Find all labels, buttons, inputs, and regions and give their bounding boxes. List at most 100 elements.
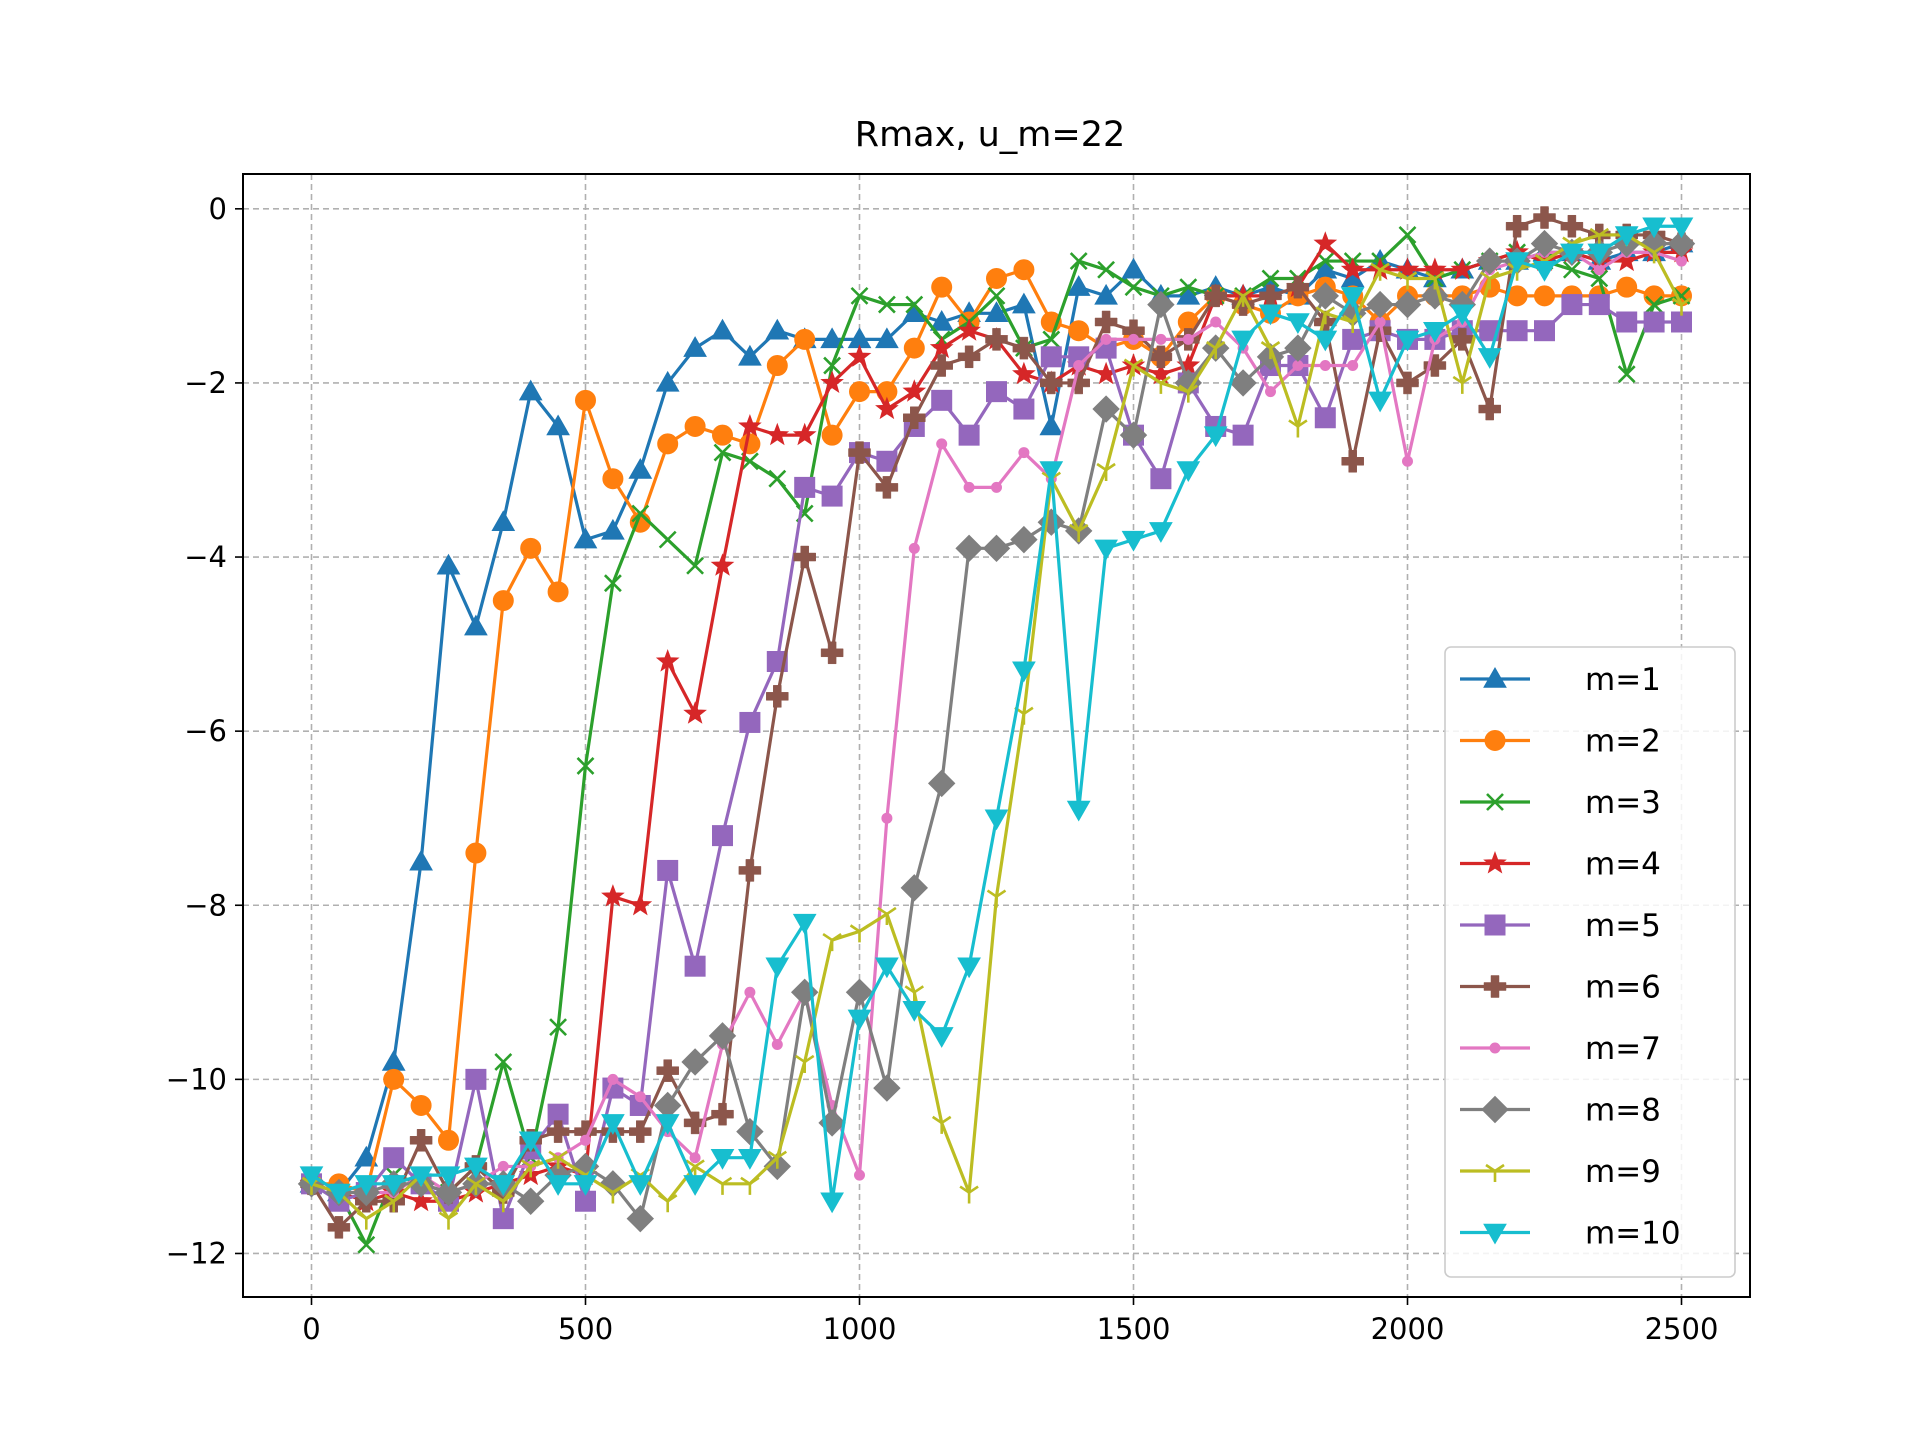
- data-point: [738, 344, 762, 366]
- data-point: [1393, 290, 1422, 319]
- data-point: [963, 481, 975, 493]
- data-point: [383, 1194, 404, 1213]
- data-point: [1260, 341, 1281, 360]
- data-point: [1642, 217, 1666, 239]
- data-point: [1560, 243, 1584, 265]
- data-point: [1643, 311, 1665, 333]
- x-tick-label: 2000: [1371, 1312, 1445, 1346]
- data-point: [655, 1114, 680, 1135]
- data-point: [849, 381, 870, 403]
- data-point: [1587, 243, 1612, 265]
- legend-marker: [1486, 793, 1504, 811]
- data-point: [1314, 407, 1336, 429]
- data-point: [1340, 257, 1365, 280]
- legend-item-m-10: m=10: [1460, 1216, 1681, 1252]
- legend: m=1 m=2 m=3 m=4 m=5 m=6 m=7 m=8 m=9 m=10: [1444, 646, 1736, 1278]
- data-point: [986, 381, 1007, 403]
- data-point: [768, 469, 787, 488]
- data-point: [740, 1176, 760, 1195]
- data-point: [1155, 333, 1167, 345]
- data-point: [1452, 375, 1473, 394]
- data-point: [1311, 282, 1340, 310]
- data-point: [491, 510, 516, 531]
- data-point: [658, 530, 677, 549]
- data-point: [1614, 226, 1639, 247]
- data-point: [631, 504, 650, 523]
- data-point: [1562, 260, 1581, 279]
- data-point: [655, 370, 680, 392]
- data-point: [657, 433, 679, 455]
- data-point: [765, 422, 790, 446]
- data-point: [794, 328, 816, 350]
- data-point: [903, 337, 925, 359]
- data-point: [931, 276, 953, 298]
- data-point: [438, 1211, 459, 1230]
- data-point: [875, 476, 899, 499]
- data-point: [354, 1145, 379, 1167]
- data-point: [327, 1216, 351, 1239]
- data-point: [984, 809, 1009, 831]
- data-point: [1616, 311, 1638, 333]
- data-point: [1347, 360, 1359, 372]
- legend-item-m-7: m=7: [1460, 1031, 1661, 1067]
- data-point: [1395, 257, 1420, 280]
- legend-item-m-2: m=2: [1460, 724, 1661, 760]
- x-tick-label: 1500: [1097, 1312, 1171, 1346]
- data-point: [712, 825, 733, 847]
- data-point: [1560, 214, 1584, 238]
- data-point: [1097, 260, 1116, 279]
- data-point: [929, 335, 954, 359]
- data-point: [465, 842, 487, 864]
- data-point: [848, 441, 871, 464]
- data-point: [1128, 333, 1139, 345]
- data-point: [1423, 257, 1447, 280]
- y-tick-label: 0: [209, 192, 227, 226]
- data-point: [873, 1074, 901, 1102]
- data-point: [683, 336, 707, 357]
- data-point: [712, 424, 733, 446]
- data-point: [1617, 365, 1636, 384]
- data-point: [765, 318, 790, 340]
- data-point: [601, 1114, 625, 1135]
- data-point: [1012, 292, 1036, 314]
- data-point: [1450, 304, 1475, 326]
- data-point: [793, 545, 816, 569]
- data-point: [854, 1169, 865, 1181]
- data-point: [1018, 447, 1030, 459]
- data-point: [1039, 461, 1064, 482]
- data-point: [822, 932, 842, 952]
- data-point: [1147, 290, 1175, 319]
- data-point: [580, 1134, 591, 1146]
- data-point: [434, 1178, 463, 1207]
- data-point: [409, 849, 433, 871]
- data-point: [1450, 257, 1475, 280]
- data-point: [1013, 259, 1035, 281]
- data-point: [1012, 661, 1036, 683]
- data-point: [1288, 419, 1308, 438]
- data-point: [902, 1000, 927, 1022]
- data-point: [492, 590, 514, 612]
- legend-marker: [1489, 1042, 1501, 1054]
- data-point: [1039, 414, 1064, 436]
- data-point: [1096, 462, 1116, 481]
- legend-item-m-9: m=9: [1460, 1154, 1661, 1190]
- data-point: [1066, 275, 1091, 296]
- data-point: [958, 424, 980, 446]
- data-point: [383, 1147, 405, 1169]
- data-point: [576, 757, 595, 775]
- data-point: [466, 1176, 486, 1195]
- data-point: [1478, 397, 1501, 421]
- data-point: [1315, 306, 1336, 325]
- data-point: [629, 1120, 652, 1143]
- data-point: [1368, 391, 1392, 413]
- series-m-8: [297, 229, 1696, 1233]
- legend-label: m=6: [1585, 970, 1661, 1006]
- data-point: [575, 389, 596, 411]
- data-point: [821, 424, 843, 446]
- x-tick-label: 1000: [823, 1312, 897, 1346]
- data-point: [299, 1166, 324, 1188]
- data-point: [767, 1150, 788, 1169]
- data-point: [1012, 336, 1036, 360]
- data-point: [710, 318, 735, 340]
- data-point: [1205, 341, 1226, 360]
